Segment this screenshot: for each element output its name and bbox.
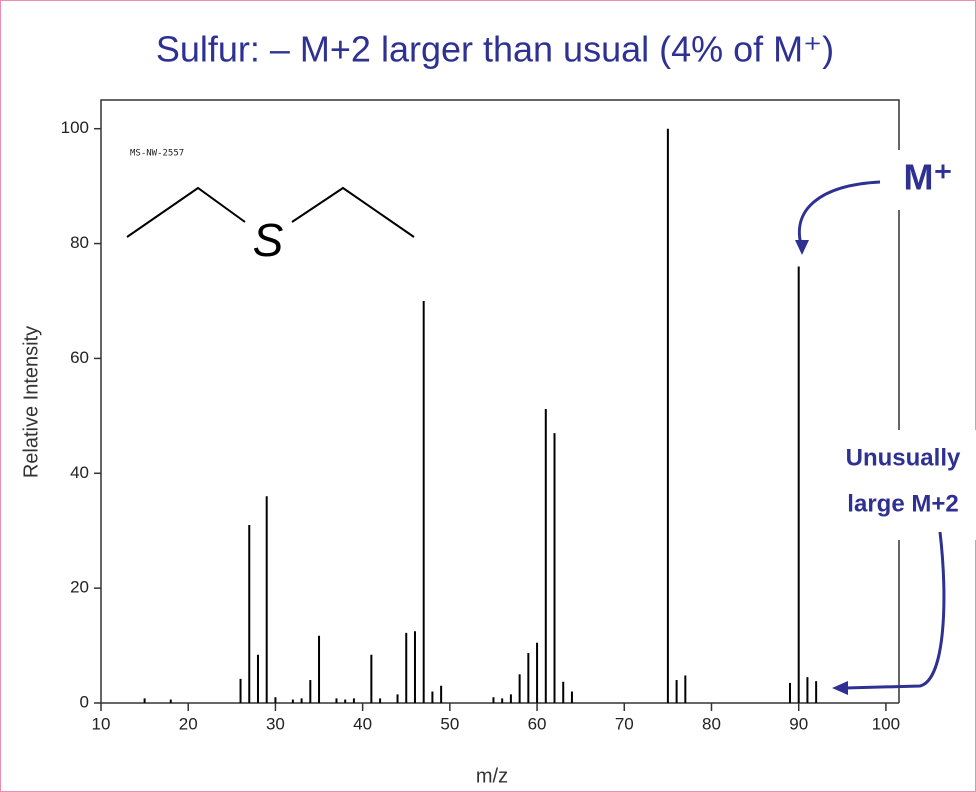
m-plus-2-label: large M+2 <box>847 490 958 517</box>
m-plus-label: M⁺ <box>904 157 953 198</box>
m-plus-2-label: Unusually <box>846 444 961 471</box>
x-tick-label: 70 <box>615 714 634 733</box>
y-axis-label: Relative Intensity <box>20 326 42 478</box>
chart-title: Sulfur: – M+2 larger than usual (4% of M… <box>156 29 834 70</box>
x-tick-label: 60 <box>528 714 547 733</box>
spectrum-id: MS-NW-2557 <box>130 149 184 159</box>
y-tick-label: 80 <box>70 233 89 252</box>
y-tick-label: 40 <box>70 463 89 482</box>
x-tick-label: 80 <box>702 714 721 733</box>
x-tick-label: 90 <box>789 714 808 733</box>
y-tick-label: 20 <box>70 578 89 597</box>
structure-bond <box>291 186 415 238</box>
x-axis-label: m/z <box>476 765 508 787</box>
y-tick-label: 0 <box>80 692 89 711</box>
structure-atom: S <box>253 214 284 266</box>
structure-bond <box>126 186 246 238</box>
x-tick-label: 40 <box>353 714 372 733</box>
x-tick-label: 20 <box>179 714 198 733</box>
arrowhead <box>832 681 848 695</box>
label-background <box>828 430 976 540</box>
x-tick-label: 50 <box>440 714 459 733</box>
label-background <box>890 150 970 210</box>
plot-frame <box>100 99 900 703</box>
x-tick-label: 100 <box>872 714 900 733</box>
arrow <box>844 531 946 690</box>
y-tick-label: 60 <box>70 348 89 367</box>
plot-area: 0 20 40 60 80 100 10 20 30 40 50 60 70 80 90 100 <box>61 99 900 733</box>
x-tick-label: 30 <box>266 714 285 733</box>
arrowhead <box>795 240 809 255</box>
arrow <box>797 180 881 249</box>
x-tick-label: 10 <box>92 714 111 733</box>
y-tick-label: 100 <box>61 118 89 137</box>
